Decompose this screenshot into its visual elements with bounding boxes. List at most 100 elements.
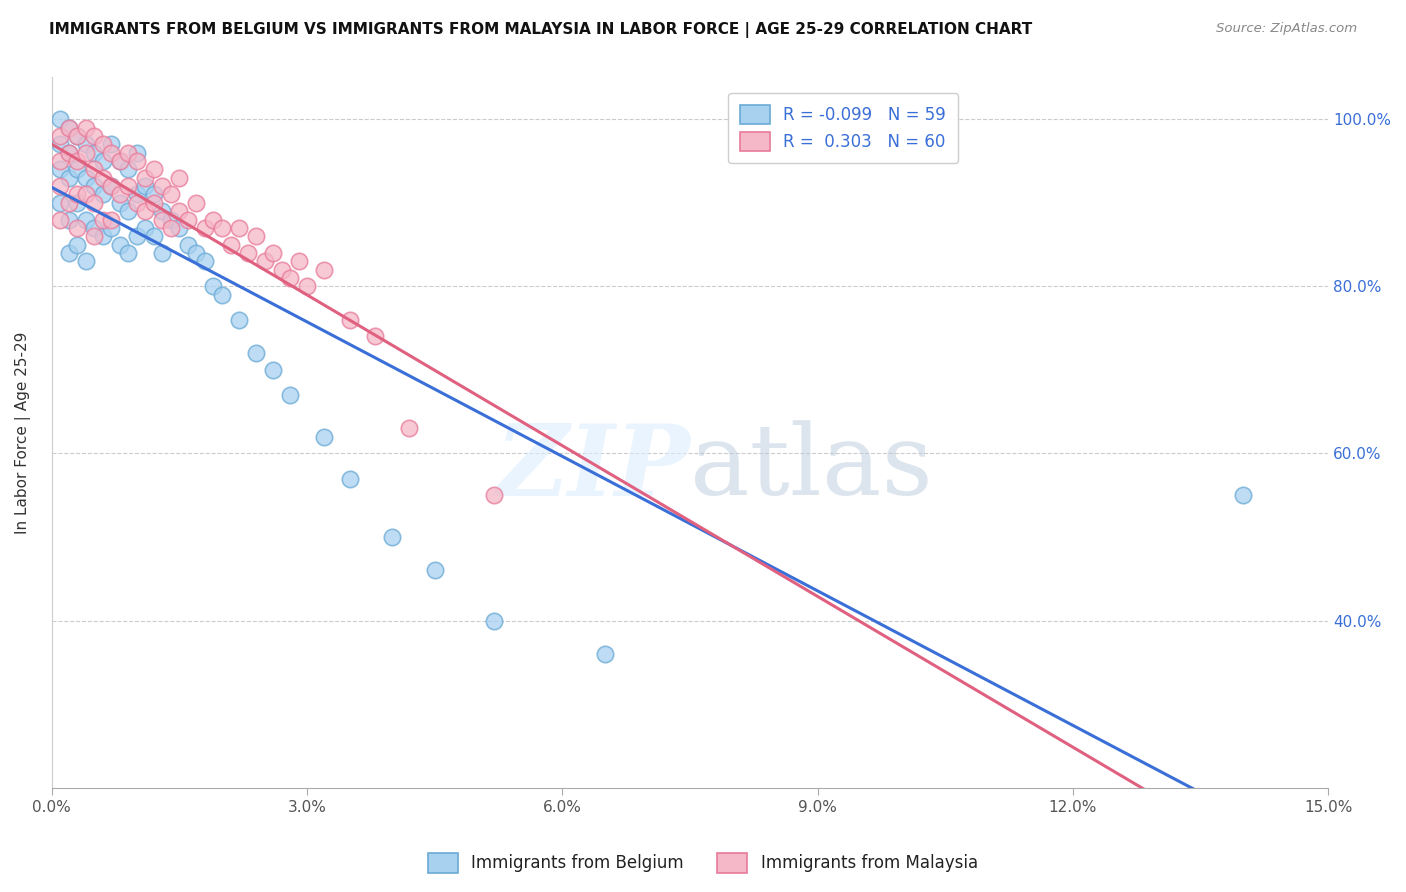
- Point: [83, 128, 105, 143]
- Legend: R = -0.099   N = 59, R =  0.303   N = 60: R = -0.099 N = 59, R = 0.303 N = 60: [728, 93, 957, 163]
- Point: [314, 262, 336, 277]
- Point: [108, 154, 131, 169]
- Point: [49, 112, 72, 127]
- Point: [100, 179, 122, 194]
- Point: [152, 179, 174, 194]
- Point: [245, 229, 267, 244]
- Point: [49, 162, 72, 177]
- Point: [211, 287, 233, 301]
- Point: [58, 246, 80, 260]
- Point: [117, 204, 139, 219]
- Point: [160, 220, 183, 235]
- Point: [66, 187, 89, 202]
- Point: [194, 254, 217, 268]
- Point: [75, 170, 97, 185]
- Point: [484, 614, 506, 628]
- Point: [1232, 488, 1254, 502]
- Point: [134, 220, 156, 235]
- Point: [100, 145, 122, 160]
- Point: [381, 530, 404, 544]
- Point: [152, 212, 174, 227]
- Point: [66, 154, 89, 169]
- Point: [134, 170, 156, 185]
- Point: [100, 137, 122, 152]
- Point: [142, 229, 165, 244]
- Point: [202, 279, 225, 293]
- Point: [177, 212, 200, 227]
- Point: [66, 195, 89, 210]
- Point: [75, 137, 97, 152]
- Point: [186, 246, 208, 260]
- Point: [91, 212, 114, 227]
- Point: [66, 220, 89, 235]
- Point: [91, 137, 114, 152]
- Point: [83, 162, 105, 177]
- Point: [91, 170, 114, 185]
- Point: [75, 254, 97, 268]
- Point: [75, 212, 97, 227]
- Point: [91, 187, 114, 202]
- Point: [169, 170, 191, 185]
- Point: [108, 154, 131, 169]
- Point: [91, 154, 114, 169]
- Point: [108, 187, 131, 202]
- Point: [58, 145, 80, 160]
- Point: [83, 145, 105, 160]
- Point: [339, 472, 361, 486]
- Y-axis label: In Labor Force | Age 25-29: In Labor Force | Age 25-29: [15, 332, 31, 533]
- Point: [108, 195, 131, 210]
- Point: [142, 162, 165, 177]
- Point: [484, 488, 506, 502]
- Point: [100, 212, 122, 227]
- Point: [278, 271, 301, 285]
- Point: [219, 237, 242, 252]
- Point: [278, 388, 301, 402]
- Point: [117, 246, 139, 260]
- Point: [83, 195, 105, 210]
- Point: [423, 564, 446, 578]
- Point: [58, 212, 80, 227]
- Point: [117, 145, 139, 160]
- Text: ZIP: ZIP: [495, 420, 690, 516]
- Text: Source: ZipAtlas.com: Source: ZipAtlas.com: [1216, 22, 1357, 36]
- Point: [169, 220, 191, 235]
- Point: [134, 204, 156, 219]
- Point: [49, 137, 72, 152]
- Point: [142, 187, 165, 202]
- Point: [262, 246, 284, 260]
- Point: [75, 120, 97, 135]
- Point: [66, 128, 89, 143]
- Point: [339, 313, 361, 327]
- Point: [117, 162, 139, 177]
- Legend: Immigrants from Belgium, Immigrants from Malaysia: Immigrants from Belgium, Immigrants from…: [422, 847, 984, 880]
- Point: [125, 195, 148, 210]
- Point: [49, 128, 72, 143]
- Point: [58, 120, 80, 135]
- Point: [314, 430, 336, 444]
- Point: [66, 128, 89, 143]
- Point: [108, 237, 131, 252]
- Point: [125, 187, 148, 202]
- Point: [160, 187, 183, 202]
- Point: [152, 246, 174, 260]
- Point: [49, 154, 72, 169]
- Point: [228, 313, 250, 327]
- Point: [49, 195, 72, 210]
- Point: [75, 145, 97, 160]
- Point: [134, 179, 156, 194]
- Point: [125, 229, 148, 244]
- Point: [49, 212, 72, 227]
- Point: [295, 279, 318, 293]
- Point: [152, 204, 174, 219]
- Point: [364, 329, 387, 343]
- Point: [169, 204, 191, 219]
- Point: [117, 179, 139, 194]
- Point: [211, 220, 233, 235]
- Point: [262, 363, 284, 377]
- Point: [253, 254, 276, 268]
- Point: [245, 346, 267, 360]
- Point: [186, 195, 208, 210]
- Point: [58, 120, 80, 135]
- Point: [66, 237, 89, 252]
- Text: atlas: atlas: [690, 420, 932, 516]
